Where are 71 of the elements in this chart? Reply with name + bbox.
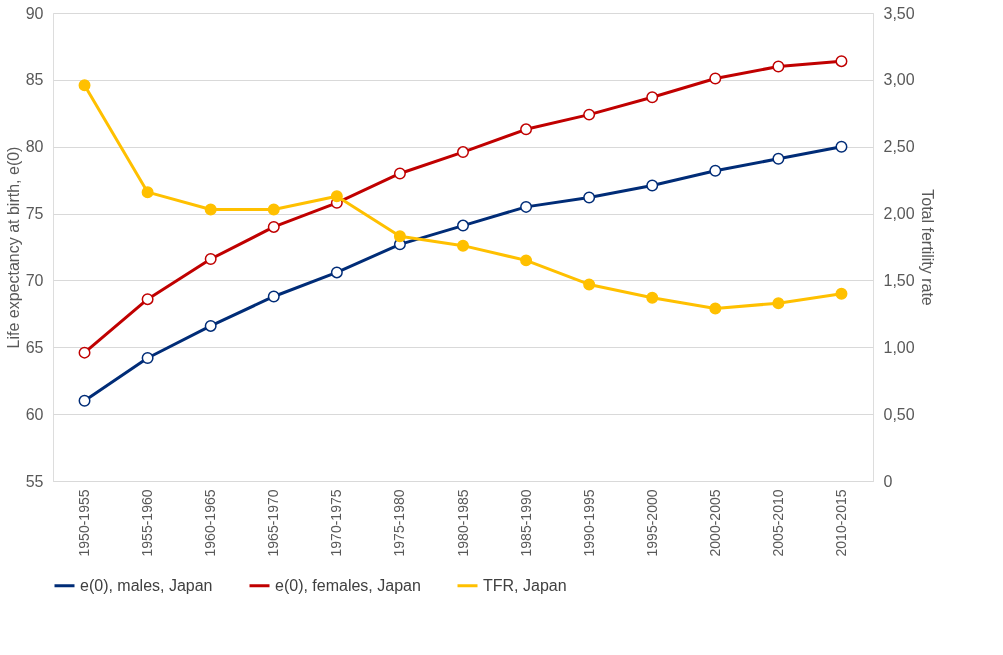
x-tick-label: 2005-2010 (769, 489, 786, 557)
legend-label: e(0), males, Japan (80, 576, 213, 594)
x-tick-label: 2000-2005 (706, 489, 723, 557)
x-tick-label: 1985-1990 (517, 489, 534, 557)
point (78, 79, 91, 92)
point (393, 230, 406, 243)
point (78, 394, 91, 407)
y2-tick-label: 3,50 (883, 4, 915, 22)
point (835, 140, 848, 153)
point (709, 72, 722, 85)
y2-tick-label: 3,00 (883, 71, 915, 89)
y2-tick-label: 0 (883, 472, 893, 490)
point (835, 287, 848, 300)
x-tick-label: 1960-1965 (202, 489, 219, 557)
y-tick-label: 75 (25, 205, 44, 223)
point (772, 297, 785, 310)
y-tick-label: 90 (25, 4, 44, 22)
point (78, 346, 91, 359)
point (267, 220, 280, 233)
point (772, 152, 785, 165)
legend-label: TFR, Japan (483, 576, 567, 594)
point (457, 219, 469, 232)
y-tick-label: 85 (25, 71, 44, 89)
point (330, 190, 343, 203)
point (267, 203, 280, 216)
x-tick-label: 1980-1985 (454, 489, 471, 557)
point (583, 191, 596, 204)
x-tick-label: 1990-1995 (580, 489, 597, 557)
y2-tick-label: 1,50 (883, 271, 915, 289)
point (646, 91, 659, 104)
y-tick-label: 80 (25, 138, 44, 156)
point (204, 319, 217, 332)
y2-tick-label: 1,00 (883, 338, 915, 356)
x-tick-label: 1995-2000 (643, 489, 660, 557)
x-tick-label: 1965-1970 (265, 489, 282, 557)
point (393, 167, 406, 180)
x-tick-label: 1955-1960 (139, 489, 156, 557)
y2-tick-label: 2,00 (883, 205, 915, 223)
point (457, 146, 469, 159)
point (204, 253, 217, 266)
point (267, 290, 280, 303)
point (457, 239, 469, 252)
point (141, 186, 154, 199)
x-tick-label: 1950-1955 (76, 489, 93, 557)
y-tick-label: 70 (25, 271, 44, 289)
x-tick-label: 1970-1975 (328, 489, 345, 557)
legend-label: e(0), females, Japan (275, 576, 421, 594)
point (204, 203, 217, 216)
point (520, 200, 533, 213)
point (583, 108, 596, 121)
point (583, 278, 596, 291)
point (520, 123, 533, 136)
x-tick-label: 1975-1980 (391, 489, 408, 557)
point (709, 164, 722, 177)
y-tick-label: 65 (25, 338, 44, 356)
point (709, 302, 722, 315)
y-tick-label: 55 (25, 472, 44, 490)
y2-tick-label: 0,50 (883, 405, 915, 423)
point (141, 352, 154, 364)
y2-axis-title: Total fertility rate (918, 189, 936, 306)
y2-tick-label: 2,50 (883, 138, 915, 156)
point (646, 179, 659, 192)
point (520, 254, 533, 267)
y-tick-label: 60 (25, 405, 44, 423)
y-axis-title: Life expectancy at birth, e(0) (4, 146, 22, 349)
point (330, 266, 343, 279)
point (772, 60, 785, 73)
point (646, 291, 659, 304)
point (141, 293, 154, 306)
x-tick-label: 2010-2015 (832, 489, 849, 557)
point (835, 55, 848, 68)
